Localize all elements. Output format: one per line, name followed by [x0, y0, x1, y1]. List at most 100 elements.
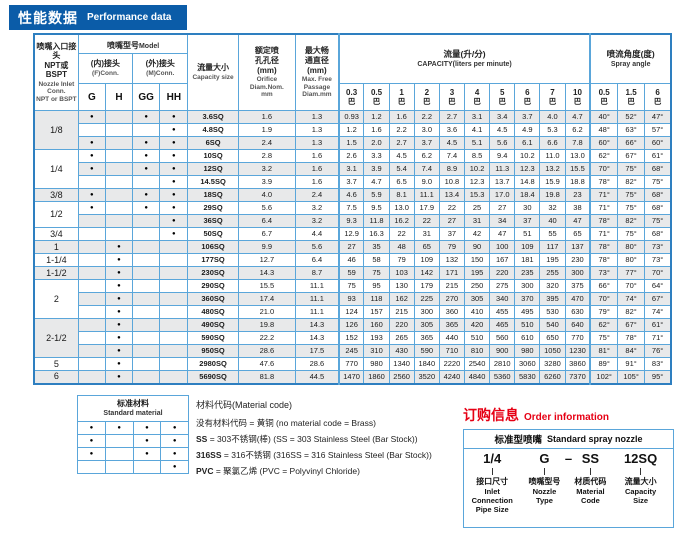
performance-table: 喷嘴入口接头 NPT或BSPT Nozzle Inlet Conn. NPT o… [33, 33, 672, 385]
connection-empty-cell [104, 123, 134, 137]
material-code-legend: 材料代码(Material code) 没有材料代码 = 黄铜 (no mate… [196, 398, 446, 479]
orifice-cell: 2.4 [237, 136, 297, 150]
flow-cell: 2.7 [388, 136, 415, 150]
connection-dot-icon: ● [159, 175, 189, 189]
connection-dot-icon: ● [132, 188, 161, 202]
flow-cell: 93 [337, 292, 365, 306]
standard-material-header-cell: 标准材料 Standard material [77, 395, 189, 422]
pressure-value: 10 [573, 88, 582, 98]
flow-cell: 13.0 [564, 149, 591, 163]
spray-angle-cell: 105° [616, 370, 646, 384]
table-row: 1-1/2 ● 230SQ 14.3 8.7 59 75 103 142 171 195 220 235… [33, 266, 672, 280]
spray-angle-cell: 78° [589, 253, 619, 267]
flow-cell: 430 [388, 344, 415, 358]
passage-cell: 11.1 [295, 305, 340, 319]
connection-dot-icon: ● [104, 331, 134, 345]
inlet-size-cell: 3/4 [33, 227, 79, 241]
flow-cell: 152 [337, 331, 365, 345]
flow-cell: 375 [564, 279, 591, 293]
spray-angle-cell: 40° [589, 110, 619, 124]
spray-angle-cell: 66° [616, 136, 646, 150]
connection-dot-icon: ● [159, 110, 189, 124]
flow-cell: 11.1 [413, 188, 440, 202]
flow-cell: 6.2 [413, 149, 440, 163]
flow-cell: 22 [413, 214, 440, 228]
order-part-value: 1/4 [483, 451, 502, 466]
flow-cell: 265 [388, 331, 415, 345]
flow-cell: 55 [539, 227, 566, 241]
inlet-size-cell: 5 [33, 357, 79, 371]
material-empty-cell [104, 447, 134, 461]
flow-cell: 465 [489, 318, 516, 332]
flow-cell: 124 [337, 305, 365, 319]
material-row: ● ● ● [77, 434, 189, 448]
connection-empty-cell [159, 305, 189, 319]
flow-cell: 0.93 [337, 110, 365, 124]
flow-cell: 4.7 [363, 175, 390, 189]
spray-angle-cell: 70° [589, 162, 619, 176]
flow-cell: 16.3 [363, 227, 390, 241]
capacity-size-header-cell: 流量大小 Capacity size [187, 33, 239, 111]
flow-cell: 3.0 [413, 123, 440, 137]
flow-cell: 215 [388, 305, 415, 319]
material-dot-icon: ● [77, 434, 106, 448]
passage-header-cell: 最大畅 通直径 (mm) Max. Free Passage Diam.mm [295, 33, 340, 111]
order-info-box: 标准型喷嘴 Standard spray nozzle – 1/4 接口尺寸 Inl… [463, 429, 674, 528]
capacity-size-cell: 4.8SQ [187, 123, 239, 137]
table-row: 1-1/4 ● 177SQ 12.7 6.4 46 58 79 109 132 150 167 181 1… [33, 253, 672, 267]
table-row: ● 360SQ 17.4 11.1 93 118 162 225 270 305 340 370 395… [34, 292, 672, 306]
passage-cell: 6.4 [295, 253, 340, 267]
flow-cell: 495 [514, 305, 541, 319]
inlet-size-cell: 1 [33, 240, 79, 254]
flow-cell: 510 [514, 318, 541, 332]
spray-angle-cell: 102° [589, 370, 619, 384]
pressure-value: 3 [449, 88, 455, 98]
flow-cell: 2810 [489, 357, 516, 371]
flow-cell: 440 [438, 331, 466, 345]
female-conn-cn: (内)接头 [90, 59, 121, 69]
flow-cell: 1.6 [363, 123, 390, 137]
flow-cell: 3860 [564, 357, 591, 371]
flow-cell: 590 [413, 344, 440, 358]
table-row: 5 ● 2980SQ 47.6 28.6 770 980 1340 1840 2220 2540 28… [33, 357, 672, 371]
flow-cell: 8.9 [438, 162, 466, 176]
female-conn-en: (F)Conn. [92, 70, 119, 78]
capacity-size-cell: 29SQ [187, 201, 239, 215]
flow-cell: 3280 [539, 357, 566, 371]
flow-cell: 103 [388, 266, 415, 280]
capacity-size-cell: 480SQ [187, 305, 239, 319]
flow-cell: 300 [514, 279, 541, 293]
flow-cell: 31 [413, 227, 440, 241]
flow-cell: 4.5 [438, 136, 466, 150]
capacity-size-cell: 3.6SQ [187, 110, 239, 124]
flow-cell: 4.1 [463, 123, 491, 137]
flow-cell: 6.2 [564, 123, 591, 137]
order-info-box-header: 标准型喷嘴 Standard spray nozzle [464, 430, 673, 449]
table-row: 1/4 ● ● ● 10SQ 2.8 1.6 2.6 3.3 4.5 6.2 7.4 8.5 9.4 10.… [33, 149, 672, 189]
spray-group-header: 喷流角度(度) Spray angle [589, 33, 672, 84]
flow-cell: 3.9 [363, 162, 390, 176]
orifice-cell: 9.9 [237, 240, 297, 254]
capacity-size-cell: 590SQ [187, 331, 239, 345]
order-part-label-en: Capacity Size [624, 487, 657, 505]
spray-angle-cell: 63° [616, 123, 646, 137]
orifice-cell: 12.7 [237, 253, 297, 267]
flow-cell: 770 [564, 331, 591, 345]
flow-cell: 9.5 [363, 201, 390, 215]
flow-cell: 132 [438, 253, 466, 267]
connection-dot-icon: ● [104, 292, 134, 306]
inlet-header-cell: 喷嘴入口接头 NPT或BSPT Nozzle Inlet Conn. NPT o… [33, 33, 79, 111]
table-row: 3/8 ● ● ● 18SQ 4.0 2.4 4.6 5.9 8.1 11.1 13.4 15.3 17.… [33, 188, 672, 202]
passage-cell: 14.3 [295, 331, 340, 345]
orifice-cell: 1.9 [237, 123, 297, 137]
flow-cell: 5.6 [489, 136, 516, 150]
table-row: ● 4.8SQ 1.9 1.3 1.2 1.6 2.2 3.0 3.6 4.1 4.5 4.9 5.3 6… [34, 123, 672, 137]
flow-cell: 75 [363, 266, 390, 280]
spray-angle-cell: 80° [616, 240, 646, 254]
table-row: ● 950SQ 28.6 17.5 245 310 430 590 710 810 900 980 10… [34, 344, 672, 358]
flow-cell: 17.9 [413, 201, 440, 215]
flow-cell: 4.5 [388, 149, 415, 163]
spray-group-en: Spray angle [610, 60, 651, 68]
flow-cell: 1.2 [363, 110, 390, 124]
